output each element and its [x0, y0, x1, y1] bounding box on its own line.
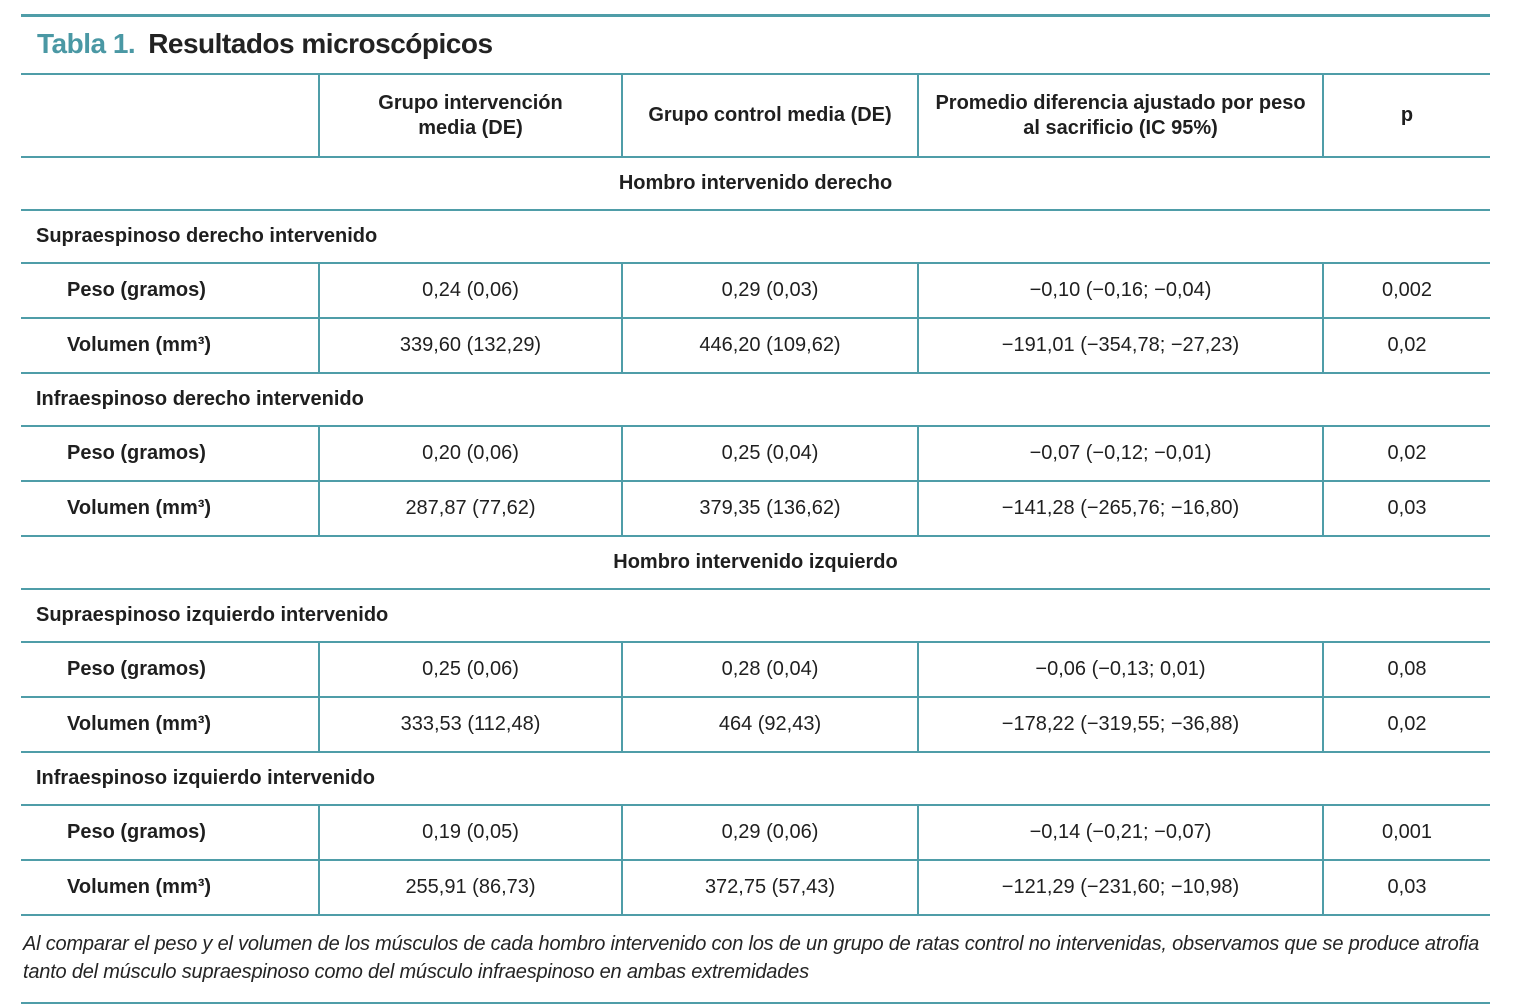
cell-adjusted-difference: −0,10 (−0,16; −0,04) [917, 264, 1322, 317]
cell-intervention-mean: 0,25 (0,06) [318, 643, 621, 696]
cell-adjusted-difference: −178,22 (−319,55; −36,88) [917, 698, 1322, 751]
row-label-volume: Volumen (mm³) [67, 876, 212, 898]
cell-intervention-mean: 287,87 (77,62) [318, 482, 621, 535]
header-empty-cell [21, 75, 318, 156]
cell-p-value: 0,02 [1322, 319, 1490, 372]
table-row: Peso (gramos) 0,25 (0,06) 0,28 (0,04) −0… [21, 643, 1490, 698]
cell-intervention-mean: 0,19 (0,05) [318, 806, 621, 859]
table-number-label: Tabla 1. [37, 28, 136, 59]
header-adjusted-difference: Promedio diferencia ajustado por peso al… [917, 75, 1322, 156]
table-row: Peso (gramos) 0,24 (0,06) 0,29 (0,03) −0… [21, 264, 1490, 319]
header-adjusted-difference-label: Promedio diferencia ajustado por peso al… [935, 91, 1306, 139]
cell-adjusted-difference: −0,07 (−0,12; −0,01) [917, 427, 1322, 480]
cell-adjusted-difference: −121,29 (−231,60; −10,98) [917, 861, 1322, 914]
header-p-value-label: p [1400, 104, 1414, 126]
row-label-weight: Peso (gramos) [67, 821, 206, 843]
table-row: Volumen (mm³) 287,87 (77,62) 379,35 (136… [21, 482, 1490, 537]
cell-adjusted-difference: −191,01 (−354,78; −27,23) [917, 319, 1322, 372]
table-header-row: Grupo intervención media (DE) Grupo cont… [21, 73, 1490, 158]
bottom-divider [21, 1001, 1490, 1004]
cell-intervention-mean: 255,91 (86,73) [318, 861, 621, 914]
cell-control-mean: 0,29 (0,06) [621, 806, 917, 859]
table-row: Peso (gramos) 0,19 (0,05) 0,29 (0,06) −0… [21, 806, 1490, 861]
results-table: Grupo intervención media (DE) Grupo cont… [21, 73, 1490, 1004]
header-control-group-label: Grupo control media (DE) [648, 104, 892, 126]
cell-adjusted-difference: −0,14 (−0,21; −0,07) [917, 806, 1322, 859]
cell-p-value: 0,001 [1322, 806, 1490, 859]
cell-adjusted-difference: −0,06 (−0,13; 0,01) [917, 643, 1322, 696]
cell-p-value: 0,002 [1322, 264, 1490, 317]
subsection-title-infraspinatus-left: Infraespinoso izquierdo intervenido [21, 753, 1490, 806]
cell-control-mean: 0,28 (0,04) [621, 643, 917, 696]
cell-intervention-mean: 339,60 (132,29) [318, 319, 621, 372]
table-row: Volumen (mm³) 339,60 (132,29) 446,20 (10… [21, 319, 1490, 374]
row-label-volume: Volumen (mm³) [67, 334, 212, 356]
subsection-title-supraspinatus-left: Supraespinoso izquierdo intervenido [21, 590, 1490, 643]
header-intervention-group-label: Grupo intervención media (DE) [378, 91, 563, 139]
section-title-left-shoulder: Hombro intervenido izquierdo [21, 537, 1490, 590]
subsection-title-supraspinatus-right: Supraespinoso derecho intervenido [21, 211, 1490, 264]
top-divider [21, 14, 1490, 17]
cell-intervention-mean: 333,53 (112,48) [318, 698, 621, 751]
row-label-weight: Peso (gramos) [67, 279, 206, 301]
table-row: Peso (gramos) 0,20 (0,06) 0,25 (0,04) −0… [21, 427, 1490, 482]
table-row: Volumen (mm³) 255,91 (86,73) 372,75 (57,… [21, 861, 1490, 916]
row-label-weight: Peso (gramos) [67, 442, 206, 464]
cell-p-value: 0,02 [1322, 698, 1490, 751]
cell-control-mean: 0,25 (0,04) [621, 427, 917, 480]
cell-p-value: 0,02 [1322, 427, 1490, 480]
cell-control-mean: 372,75 (57,43) [621, 861, 917, 914]
header-control-group: Grupo control media (DE) [621, 75, 917, 156]
row-label-volume: Volumen (mm³) [67, 497, 212, 519]
cell-intervention-mean: 0,20 (0,06) [318, 427, 621, 480]
cell-control-mean: 379,35 (136,62) [621, 482, 917, 535]
cell-p-value: 0,03 [1322, 482, 1490, 535]
header-intervention-group: Grupo intervención media (DE) [318, 75, 621, 156]
cell-p-value: 0,03 [1322, 861, 1490, 914]
cell-control-mean: 464 (92,43) [621, 698, 917, 751]
subsection-title-infraspinatus-right: Infraespinoso derecho intervenido [21, 374, 1490, 427]
header-p-value: p [1322, 75, 1490, 156]
cell-p-value: 0,08 [1322, 643, 1490, 696]
table-title-text: Resultados microscópicos [148, 28, 493, 59]
section-title-right-shoulder: Hombro intervenido derecho [21, 158, 1490, 211]
row-label-volume: Volumen (mm³) [67, 713, 212, 735]
table-row: Volumen (mm³) 333,53 (112,48) 464 (92,43… [21, 698, 1490, 753]
table-footnote: Al comparar el peso y el volumen de los … [23, 933, 1480, 984]
cell-control-mean: 0,29 (0,03) [621, 264, 917, 317]
row-label-weight: Peso (gramos) [67, 658, 206, 680]
cell-control-mean: 446,20 (109,62) [621, 319, 917, 372]
paper-table-page: Tabla 1. Resultados microscópicos Grupo … [0, 14, 1513, 1004]
cell-intervention-mean: 0,24 (0,06) [318, 264, 621, 317]
cell-adjusted-difference: −141,28 (−265,76; −16,80) [917, 482, 1322, 535]
table-title: Tabla 1. Resultados microscópicos [21, 17, 1490, 73]
